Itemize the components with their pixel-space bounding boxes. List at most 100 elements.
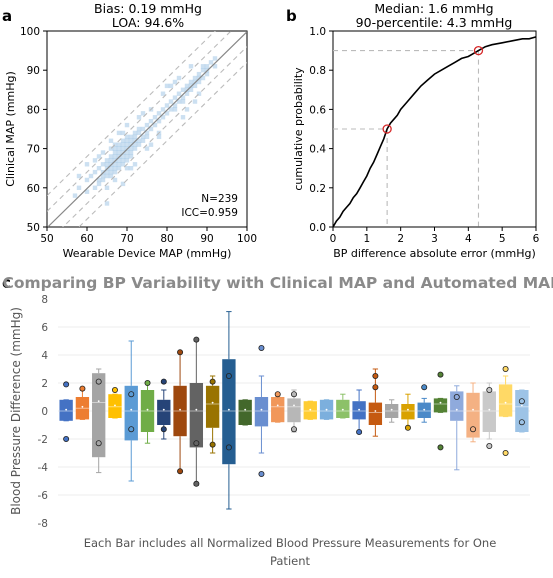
mean-marker — [293, 404, 295, 407]
box-body — [515, 390, 529, 432]
box-29 — [515, 389, 529, 433]
box-body — [189, 383, 204, 448]
mean-marker — [81, 405, 84, 408]
box-body — [433, 398, 448, 413]
scatter-point — [112, 166, 118, 171]
outlier-point — [95, 440, 102, 447]
box-body — [157, 399, 171, 425]
outlier-point — [160, 426, 167, 433]
mean-marker — [309, 408, 312, 411]
scatter-point — [124, 134, 130, 140]
box-body — [238, 399, 252, 425]
box-2 — [75, 385, 90, 420]
scatter-point — [116, 166, 122, 171]
scatter-point — [112, 169, 118, 175]
scatter-point — [144, 146, 150, 151]
box-25 — [450, 385, 464, 471]
box-20 — [368, 368, 383, 437]
mean-marker — [488, 408, 491, 411]
x-tick-label-b: 0 — [330, 233, 337, 245]
scatter-point — [172, 79, 178, 85]
scatter-point — [160, 115, 166, 120]
scatter-point — [168, 107, 174, 112]
y-tick-label-a: 100 — [20, 26, 40, 38]
scatter-point — [104, 201, 110, 206]
panel-a-letter: a — [2, 7, 12, 25]
outlier-point — [144, 379, 151, 386]
mean-marker — [162, 408, 165, 411]
x-tick-label-b: 6 — [533, 233, 540, 245]
scatter-point — [112, 150, 118, 155]
loa-line — [62, 46, 247, 227]
scatter-point — [140, 111, 146, 116]
scatter-point — [140, 134, 146, 140]
scatter-point — [188, 79, 194, 85]
scatter-point — [156, 111, 162, 116]
outlier-point — [372, 384, 379, 391]
scatter-point — [100, 162, 106, 167]
loa-line — [78, 61, 247, 227]
scatter-point — [108, 138, 114, 143]
scatter-point — [160, 91, 166, 96]
scatter-point — [200, 64, 206, 69]
outlier-point — [63, 381, 70, 388]
box-body — [124, 385, 138, 441]
mean-marker — [407, 408, 409, 411]
box-body — [271, 397, 285, 423]
scatter-point — [124, 142, 130, 147]
box-4 — [108, 386, 122, 419]
scatter-point — [128, 166, 134, 171]
scatter-point — [96, 181, 102, 187]
scatter-point — [104, 173, 110, 179]
box-body — [450, 391, 464, 421]
mean-marker — [179, 408, 181, 411]
box-body — [466, 392, 480, 438]
box-23 — [417, 384, 431, 423]
scatter-point — [132, 142, 138, 147]
y-tick-label-c: -6 — [38, 490, 49, 502]
mean-marker — [423, 408, 426, 411]
scatter-point — [108, 173, 114, 179]
scatter-point — [88, 173, 94, 179]
box-body — [368, 402, 383, 425]
y-tick-label-b: 0.6 — [309, 104, 326, 116]
scatter-point — [148, 142, 154, 147]
y-tick-label-b: 0.0 — [309, 222, 326, 234]
scatter-point — [120, 162, 126, 167]
scatter-point — [72, 193, 78, 198]
scatter-point — [136, 126, 142, 132]
panel-b-title-line2: 90-percentile: 4.3 mmHg — [356, 15, 513, 30]
outlier-point — [518, 419, 525, 426]
box-11 — [222, 311, 236, 510]
scatter-point — [108, 169, 114, 175]
outlier-point — [193, 336, 200, 343]
scatter-point — [116, 150, 122, 155]
box-21 — [384, 399, 399, 423]
scatter-point — [104, 158, 110, 163]
scatter-point — [184, 91, 190, 96]
scatter-point — [164, 83, 170, 89]
box-body — [254, 397, 269, 427]
x-axis-label-a: Wearable Device MAP (mmHg) — [63, 247, 232, 260]
scatter-point — [180, 115, 186, 120]
y-tick-label-b: 0.4 — [309, 144, 326, 156]
box-28 — [498, 365, 513, 456]
scatter-point — [120, 181, 126, 187]
mean-marker — [211, 401, 214, 404]
scatter-point — [180, 95, 186, 100]
scatter-point — [120, 146, 126, 151]
scatter-point — [156, 134, 162, 140]
scatter-point — [96, 166, 102, 171]
box-14 — [271, 391, 285, 423]
outlier-point — [63, 435, 70, 442]
x-tick-label-a: 90 — [200, 233, 213, 245]
scatter-point — [196, 91, 202, 96]
scatter-point — [124, 122, 130, 128]
box-22 — [401, 393, 415, 431]
scatter-point — [120, 142, 126, 147]
scatter-point — [76, 185, 82, 190]
x-tick-label-b: 3 — [431, 233, 438, 245]
mean-marker — [455, 408, 458, 411]
y-tick-label-c: 2 — [41, 378, 48, 390]
